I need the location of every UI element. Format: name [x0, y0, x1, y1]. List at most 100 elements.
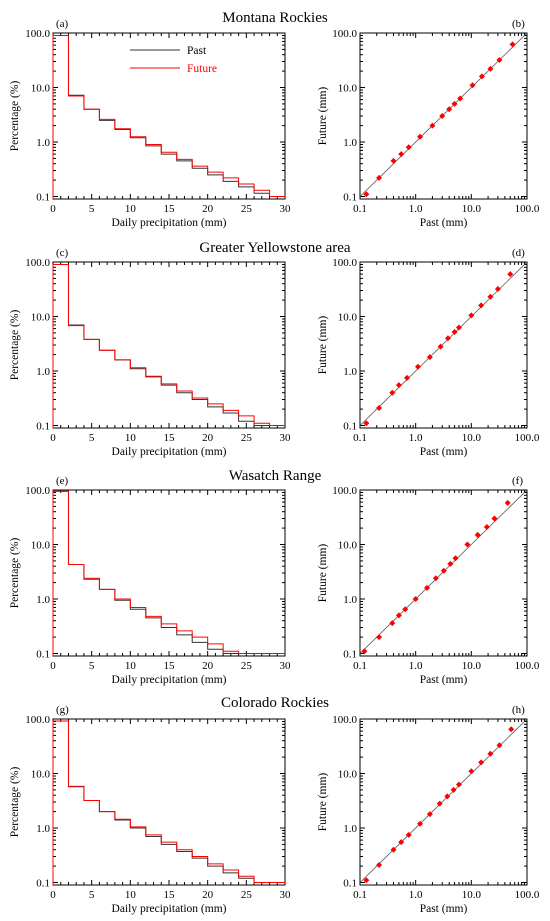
data-point: [389, 389, 396, 396]
data-point: [491, 515, 498, 522]
data-point: [469, 82, 476, 89]
future-series-line: [52, 490, 285, 656]
panel-tag: (e): [56, 475, 69, 487]
x-tick-label: 5: [89, 432, 95, 444]
x-tick-label: 20: [202, 203, 214, 215]
y-tick-label: 100.0: [332, 28, 357, 40]
y-axis-label: Percentage (%): [9, 767, 21, 838]
data-point: [376, 861, 383, 868]
y-tick-label: 100.0: [25, 257, 50, 269]
panel-tag: (h): [512, 704, 525, 716]
x-tick-label: 1.0: [409, 203, 423, 215]
y-axis-label: Future (mm): [317, 87, 329, 146]
data-point: [429, 122, 436, 129]
y-tick-label: 10.0: [31, 769, 51, 781]
x-tick-label: 15: [164, 203, 176, 215]
data-point: [395, 382, 402, 389]
y-tick-label: 1.0: [343, 366, 357, 378]
x-tick-label: 30: [280, 889, 292, 901]
data-point: [376, 404, 383, 411]
panel-tag: (a): [56, 18, 69, 30]
y-tick-label: 0.1: [343, 192, 357, 204]
data-point: [447, 560, 454, 567]
past-series-line: [52, 490, 285, 656]
data-point: [468, 312, 475, 319]
x-tick-label: 1.0: [409, 660, 423, 672]
x-tick-label: 15: [164, 660, 176, 672]
y-tick-label: 0.1: [343, 421, 357, 433]
past-series-line: [52, 720, 285, 885]
y-tick-label: 10.0: [31, 540, 51, 552]
y-tick-label: 0.1: [36, 878, 50, 890]
data-point: [494, 285, 501, 292]
histogram-panel: 0.1 1.0 10.0 100.0 0 5 10 15 20 25 30 Daily precipi…: [9, 247, 291, 458]
x-tick-label: 0: [50, 660, 56, 672]
x-tick-label: 10: [125, 432, 137, 444]
x-tick-label: 0: [50, 889, 56, 901]
data-point: [496, 742, 503, 749]
y-axis-label: Future (mm): [317, 773, 329, 832]
data-point: [468, 768, 475, 775]
past-series-line: [52, 34, 285, 199]
data-point: [440, 567, 447, 574]
y-axis-label: Future (mm): [317, 544, 329, 603]
x-tick-label: 10.0: [462, 203, 482, 215]
row-title: Wasatch Range: [229, 468, 322, 484]
y-tick-label: 1.0: [36, 823, 50, 835]
data-point: [444, 335, 451, 342]
x-tick-label: 0.1: [353, 203, 367, 215]
y-tick-label: 0.1: [36, 649, 50, 661]
data-point: [436, 800, 443, 807]
panel-tag: (f): [512, 475, 523, 487]
row-title: Greater Yellowstone area: [199, 240, 351, 256]
data-point: [363, 420, 370, 427]
x-tick-label: 25: [241, 889, 253, 901]
data-point: [414, 363, 421, 370]
y-axis-label: Percentage (%): [9, 81, 21, 152]
x-tick-label: 1.0: [409, 432, 423, 444]
data-point: [426, 354, 433, 361]
data-point: [509, 41, 516, 48]
data-point: [487, 750, 494, 757]
y-tick-label: 10.0: [338, 83, 358, 95]
x-tick-label: 0.1: [353, 660, 367, 672]
histogram-panel: 0.1 1.0 10.0 100.0 0 5 10 15 20 25 30 Daily precipi…: [9, 18, 291, 229]
x-tick-label: 5: [89, 203, 95, 215]
data-point: [402, 606, 409, 613]
x-axis-label: Daily precipitation (mm): [112, 903, 227, 915]
x-axis-label: Daily precipitation (mm): [112, 446, 227, 458]
data-point: [389, 620, 396, 627]
x-axis-label: Past (mm): [420, 674, 468, 686]
panel-tag: (d): [512, 247, 525, 259]
x-tick-label: 25: [241, 203, 253, 215]
data-point: [439, 113, 446, 119]
x-tick-label: 1.0: [409, 889, 423, 901]
plot-frame: [52, 489, 286, 657]
future-series-line: [52, 263, 285, 428]
data-point: [390, 846, 397, 853]
x-tick-label: 10: [125, 660, 137, 672]
y-tick-label: 0.1: [36, 192, 50, 204]
data-point: [508, 726, 515, 733]
x-axis-label: Past (mm): [420, 217, 468, 229]
one-to-one-line: [359, 718, 528, 883]
x-tick-label: 10: [125, 889, 137, 901]
data-point: [474, 531, 481, 538]
x-tick-label: 100.0: [515, 889, 540, 901]
y-tick-label: 1.0: [343, 823, 357, 835]
data-point: [426, 811, 433, 818]
x-tick-label: 100.0: [515, 660, 540, 672]
y-tick-label: 0.1: [343, 878, 357, 890]
data-point: [478, 759, 485, 766]
data-point: [376, 174, 383, 181]
data-point: [457, 95, 464, 102]
x-tick-label: 5: [89, 660, 95, 672]
y-tick-label: 1.0: [343, 137, 357, 149]
panel-row: Wasatch Range 0.1 1.0 10.0 100.0 0 5 10 15 20 25 30…: [9, 468, 540, 686]
x-tick-label: 25: [241, 660, 253, 672]
data-point: [417, 133, 424, 140]
y-axis-label: Percentage (%): [9, 310, 21, 381]
y-tick-label: 1.0: [343, 594, 357, 606]
y-tick-label: 100.0: [25, 714, 50, 726]
x-tick-label: 0.1: [353, 432, 367, 444]
